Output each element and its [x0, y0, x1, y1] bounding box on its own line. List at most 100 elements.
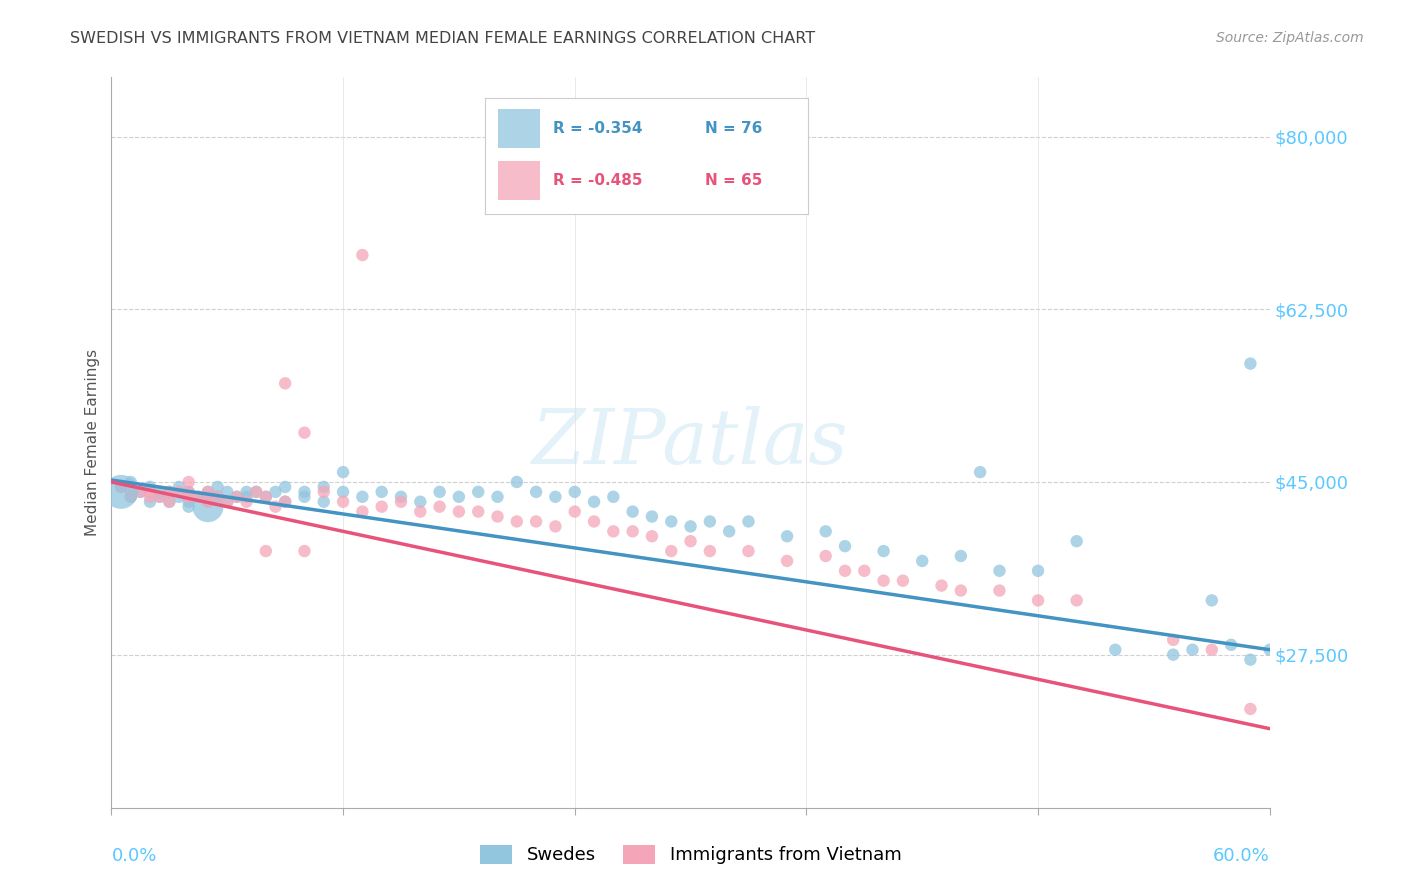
Point — [853, 564, 876, 578]
Point — [370, 484, 392, 499]
Point — [294, 484, 316, 499]
Point — [274, 480, 297, 494]
Point — [949, 583, 972, 598]
Point — [139, 490, 162, 504]
Point — [621, 524, 644, 539]
Point — [602, 490, 624, 504]
Point — [564, 505, 586, 519]
Point — [157, 484, 180, 499]
Point — [120, 475, 142, 489]
Point — [149, 490, 172, 504]
Point — [187, 490, 209, 504]
Point — [1258, 642, 1281, 657]
Point — [1026, 593, 1049, 607]
Point — [659, 515, 682, 529]
Point — [274, 494, 297, 508]
Point — [254, 544, 277, 558]
Point — [177, 494, 200, 508]
Text: ZIPatlas: ZIPatlas — [533, 406, 849, 480]
Point — [699, 544, 721, 558]
Point — [294, 425, 316, 440]
Point — [245, 484, 267, 499]
Point — [332, 494, 354, 508]
Point — [1201, 642, 1223, 657]
Text: SWEDISH VS IMMIGRANTS FROM VIETNAM MEDIAN FEMALE EARNINGS CORRELATION CHART: SWEDISH VS IMMIGRANTS FROM VIETNAM MEDIA… — [70, 31, 815, 46]
Point — [312, 484, 335, 499]
Point — [139, 494, 162, 508]
Point — [197, 500, 219, 514]
Point — [352, 505, 374, 519]
Point — [139, 484, 162, 499]
Point — [332, 484, 354, 499]
Point — [120, 484, 142, 499]
Point — [235, 490, 257, 504]
Point — [1161, 632, 1184, 647]
Point — [524, 484, 547, 499]
Point — [776, 529, 799, 543]
Point — [641, 509, 664, 524]
Point — [506, 475, 529, 489]
Point — [264, 484, 287, 499]
Point — [834, 539, 856, 553]
Point — [225, 490, 247, 504]
Point — [294, 490, 316, 504]
Point — [264, 500, 287, 514]
Point — [872, 544, 894, 558]
Point — [177, 484, 200, 499]
Point — [217, 484, 239, 499]
Point — [294, 544, 316, 558]
Point — [1026, 564, 1049, 578]
Point — [1239, 702, 1261, 716]
Point — [352, 248, 374, 262]
Point — [389, 490, 412, 504]
Point — [949, 549, 972, 563]
Y-axis label: Median Female Earnings: Median Female Earnings — [86, 349, 100, 536]
Point — [177, 500, 200, 514]
Point — [149, 484, 172, 499]
Point — [110, 480, 132, 494]
Point — [110, 484, 132, 499]
Point — [737, 515, 759, 529]
Point — [235, 484, 257, 499]
Point — [177, 490, 200, 504]
Point — [110, 480, 132, 494]
Point — [988, 583, 1011, 598]
Point — [1239, 652, 1261, 666]
Point — [254, 490, 277, 504]
Text: 60.0%: 60.0% — [1213, 847, 1270, 864]
Point — [1161, 648, 1184, 662]
Point — [312, 480, 335, 494]
Point — [409, 505, 432, 519]
Point — [1104, 642, 1126, 657]
Point — [429, 484, 451, 499]
Point — [1066, 534, 1088, 549]
Point — [245, 484, 267, 499]
Text: Source: ZipAtlas.com: Source: ZipAtlas.com — [1216, 31, 1364, 45]
Point — [969, 465, 991, 479]
Text: R = -0.354: R = -0.354 — [553, 120, 643, 136]
Point — [207, 490, 229, 504]
Point — [254, 490, 277, 504]
Point — [332, 465, 354, 479]
Point — [564, 484, 586, 499]
Point — [187, 490, 209, 504]
Bar — [498, 161, 540, 200]
Point — [1239, 357, 1261, 371]
Point — [235, 494, 257, 508]
Point — [872, 574, 894, 588]
Text: N = 65: N = 65 — [704, 173, 762, 188]
Point — [911, 554, 934, 568]
Point — [621, 505, 644, 519]
Point — [389, 494, 412, 508]
Point — [467, 505, 489, 519]
Point — [988, 564, 1011, 578]
Point — [544, 519, 567, 533]
Legend: Swedes, Immigrants from Vietnam: Swedes, Immigrants from Vietnam — [472, 838, 908, 871]
Text: R = -0.485: R = -0.485 — [553, 173, 643, 188]
Text: N = 76: N = 76 — [704, 120, 762, 136]
Point — [506, 515, 529, 529]
Point — [167, 480, 190, 494]
Point — [1181, 642, 1204, 657]
Point — [524, 515, 547, 529]
Point — [659, 544, 682, 558]
